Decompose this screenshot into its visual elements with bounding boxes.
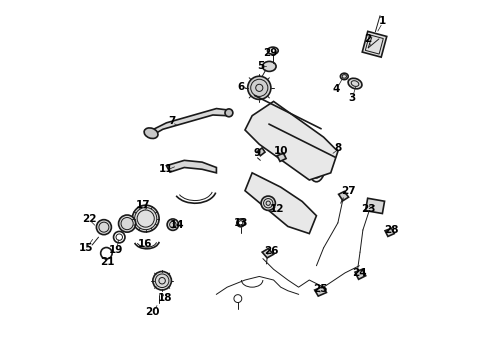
- Polygon shape: [339, 192, 348, 201]
- Text: 2: 2: [365, 34, 372, 44]
- Text: 3: 3: [348, 93, 356, 103]
- Ellipse shape: [225, 109, 233, 117]
- Text: 24: 24: [352, 268, 367, 278]
- Text: 18: 18: [157, 293, 172, 303]
- Ellipse shape: [348, 78, 362, 89]
- Text: 20: 20: [145, 307, 159, 317]
- Ellipse shape: [167, 219, 178, 230]
- Text: 27: 27: [341, 186, 356, 196]
- Text: 19: 19: [109, 245, 123, 255]
- Ellipse shape: [261, 196, 275, 210]
- Polygon shape: [277, 153, 286, 161]
- Text: 22: 22: [82, 214, 97, 224]
- Polygon shape: [355, 269, 366, 279]
- Text: 26: 26: [265, 247, 279, 256]
- Text: 9: 9: [254, 148, 261, 158]
- Text: 28: 28: [384, 225, 399, 235]
- Text: 12: 12: [270, 203, 284, 213]
- Text: 11: 11: [159, 164, 173, 174]
- Ellipse shape: [144, 128, 158, 139]
- Ellipse shape: [153, 271, 172, 290]
- Polygon shape: [167, 160, 217, 173]
- Polygon shape: [262, 249, 273, 258]
- Ellipse shape: [341, 73, 348, 80]
- Ellipse shape: [263, 62, 276, 71]
- Text: 14: 14: [170, 220, 184, 230]
- Polygon shape: [315, 287, 326, 296]
- Polygon shape: [245, 173, 317, 234]
- Bar: [366, 198, 385, 213]
- Text: 29: 29: [263, 48, 277, 58]
- Ellipse shape: [119, 215, 136, 232]
- Text: 15: 15: [79, 243, 93, 253]
- Text: 6: 6: [238, 82, 245, 92]
- Polygon shape: [258, 148, 265, 156]
- Polygon shape: [150, 109, 231, 136]
- Text: 21: 21: [100, 257, 115, 267]
- Text: 8: 8: [334, 143, 342, 153]
- Text: 16: 16: [138, 239, 152, 249]
- Text: 10: 10: [273, 147, 288, 157]
- Text: 5: 5: [257, 61, 265, 71]
- Text: 1: 1: [379, 16, 386, 26]
- Text: 13: 13: [234, 218, 249, 228]
- Text: 17: 17: [136, 200, 150, 210]
- Bar: [366, 35, 383, 54]
- Text: 7: 7: [168, 116, 175, 126]
- Text: 4: 4: [332, 84, 340, 94]
- Ellipse shape: [97, 220, 111, 235]
- Ellipse shape: [132, 205, 159, 232]
- Polygon shape: [385, 228, 394, 237]
- Text: 23: 23: [361, 203, 375, 213]
- Ellipse shape: [307, 139, 326, 182]
- Polygon shape: [245, 102, 338, 180]
- Text: 25: 25: [313, 284, 327, 294]
- Bar: [362, 31, 387, 57]
- Ellipse shape: [247, 76, 271, 99]
